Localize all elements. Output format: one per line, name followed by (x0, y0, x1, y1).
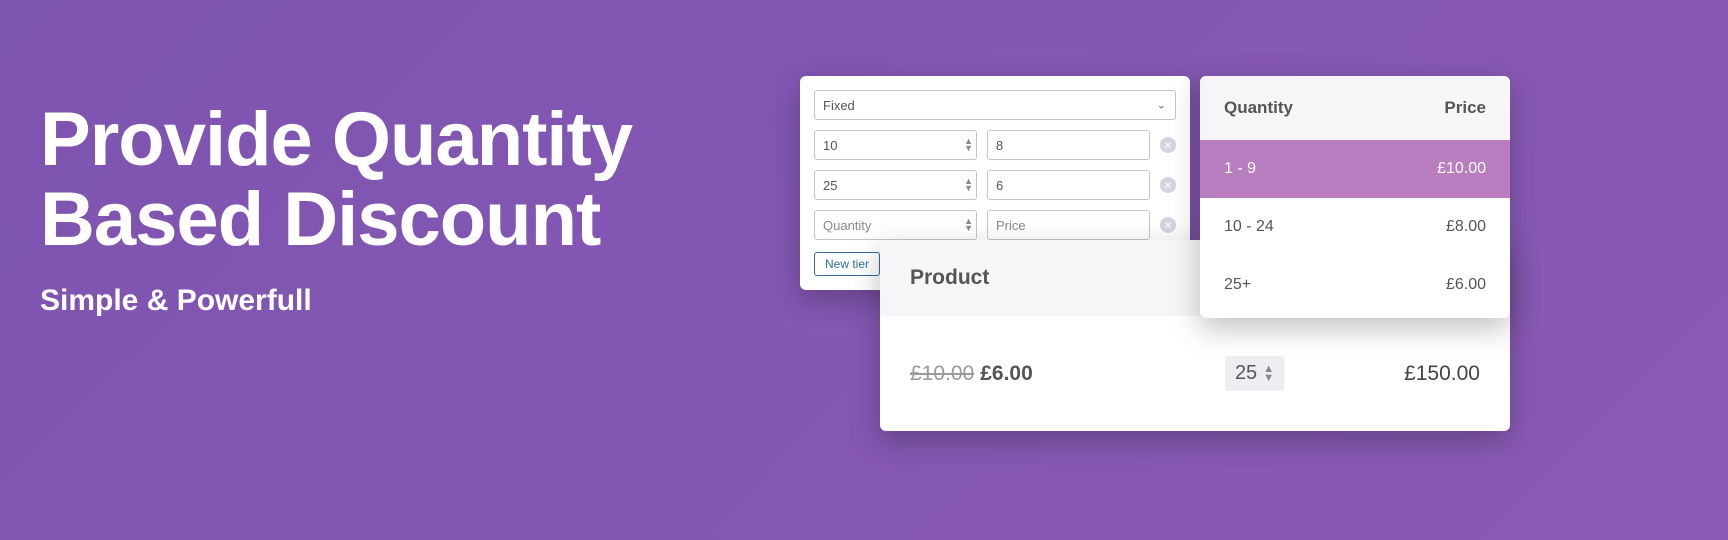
pricing-row: 1 - 9 £10.00 (1200, 140, 1510, 198)
tier-price-input[interactable] (987, 170, 1150, 200)
hero-copy: Provide Quantity Based Discount Simple &… (40, 100, 632, 318)
cart-row: £10.00 £6.00 25 ▲▼ £150.00 (880, 316, 1510, 431)
new-tier-button[interactable]: New tier (814, 252, 880, 276)
tier-row-blank: ▲▼ ✕ (814, 210, 1176, 240)
discount-type-select-wrap: Fixed ⌄ (814, 90, 1176, 120)
tier-qty-input[interactable] (814, 130, 977, 160)
pricing-table-header: Quantity Price (1200, 76, 1510, 140)
stepper-icon: ▲▼ (1263, 365, 1274, 383)
pricing-table-card: Quantity Price 1 - 9 £10.00 10 - 24 £8.00 25… (1200, 76, 1510, 318)
hero-title-line2: Based Discount (40, 177, 600, 262)
pricing-col-price: Price (1444, 98, 1486, 118)
pricing-col-qty: Quantity (1224, 98, 1293, 118)
pricing-row-range: 1 - 9 (1224, 160, 1256, 178)
pricing-row-price: £6.00 (1446, 276, 1486, 294)
pricing-row: 25+ £6.00 (1200, 256, 1510, 314)
cart-orig-price: £10.00 (910, 362, 974, 386)
pricing-row-price: £10.00 (1437, 160, 1486, 178)
hero-subtitle: Simple & Powerfull (40, 284, 632, 318)
remove-tier-icon[interactable]: ✕ (1160, 137, 1176, 153)
tier-price-input[interactable] (987, 210, 1150, 240)
pricing-row: 10 - 24 £8.00 (1200, 198, 1510, 256)
tier-row: ▲▼ ✕ (814, 130, 1176, 160)
pricing-row-range: 10 - 24 (1224, 218, 1274, 236)
remove-tier-icon[interactable]: ✕ (1160, 177, 1176, 193)
cart-line-total: £150.00 (1404, 362, 1480, 386)
pricing-row-price: £8.00 (1446, 218, 1486, 236)
pricing-row-range: 25+ (1224, 276, 1251, 294)
cart-qty-value: 25 (1235, 362, 1257, 385)
hero-title: Provide Quantity Based Discount (40, 100, 632, 260)
cart-sale-price: £6.00 (980, 362, 1033, 386)
remove-tier-icon[interactable]: ✕ (1160, 217, 1176, 233)
tier-qty-input[interactable] (814, 170, 977, 200)
tier-qty-input[interactable] (814, 210, 977, 240)
discount-type-select[interactable]: Fixed (814, 90, 1176, 120)
tier-price-input[interactable] (987, 130, 1150, 160)
hero-title-line1: Provide Quantity (40, 97, 632, 182)
cart-price-cell: £10.00 £6.00 (910, 362, 1225, 386)
cart-qty-stepper[interactable]: 25 ▲▼ (1225, 356, 1284, 391)
pricing-table-body: 1 - 9 £10.00 10 - 24 £8.00 25+ £6.00 (1200, 140, 1510, 318)
tier-row: ▲▼ ✕ (814, 170, 1176, 200)
